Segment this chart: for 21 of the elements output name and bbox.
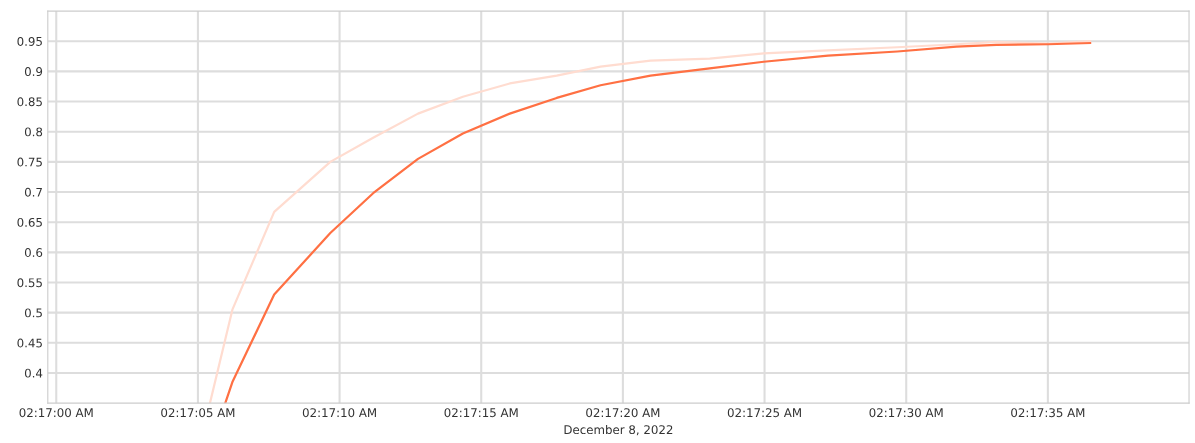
y-tick-label: 0.6 [24,248,43,257]
y-tick-label: 0.7 [24,187,42,197]
y-tick-label: 0.45 [17,338,42,348]
y-tick-label: 0.5 [24,308,42,318]
x-tick-label: 02:17:30 AM [869,408,943,418]
y-tick-label: 0.95 [17,36,42,46]
x-tick-label: 02:17:05 AM [161,408,235,418]
x-tick-label: 02:17:00 AM [19,408,93,418]
y-tick-label: 0.85 [17,97,42,107]
x-tick-label: 02:17:25 AM [727,408,801,418]
x-tick-label: 02:17:10 AM [302,408,376,418]
x-tick-label: 02:17:20 AM [586,408,660,418]
y-tick-label: 0.8 [24,127,43,137]
x-tick-label: 02:17:15 AM [444,408,518,418]
x-axis-title: December 8, 2022 [564,424,673,436]
y-tick-label: 0.75 [17,157,42,167]
y-tick-label: 0.4 [24,368,43,378]
x-tick-label: 02:17:35 AM [1011,408,1085,418]
y-tick-label: 0.55 [17,278,42,288]
y-tick-label: 0.9 [24,67,43,77]
y-tick-label: 0.65 [17,217,42,227]
